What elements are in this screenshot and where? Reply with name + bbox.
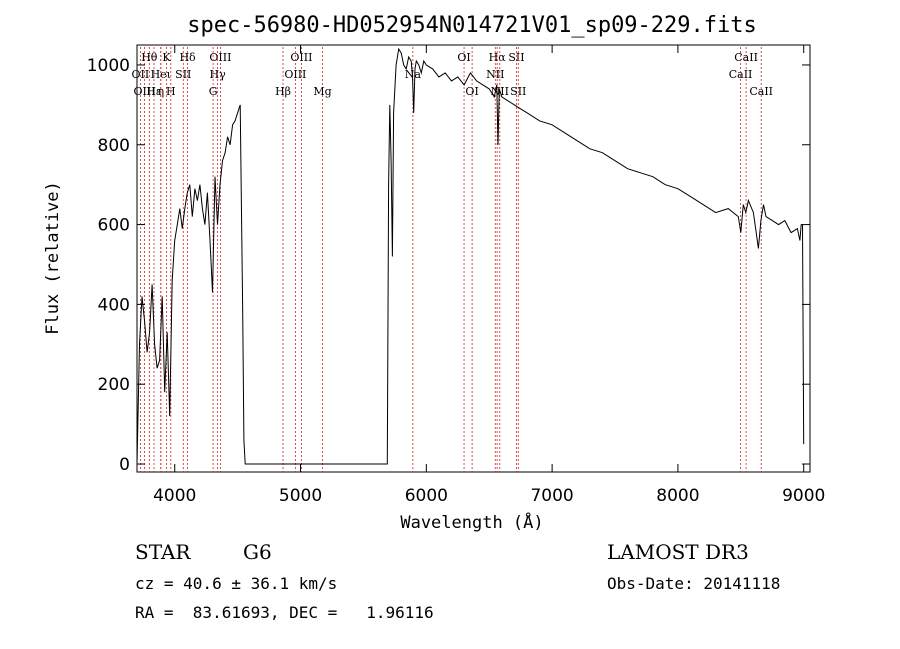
marker-label: Mg [313,85,331,98]
marker-label: OIII [290,51,312,64]
y-tick-label: 600 [98,216,130,236]
marker-label: CaII [749,85,773,98]
y-tick-label: 0 [119,455,130,475]
marker-label: η [157,85,164,98]
y-tick-label: 1000 [87,56,130,76]
y-tick-label: 400 [98,295,130,315]
x-tick-label: 7000 [530,486,573,506]
y-axis-label: Flux (relative) [43,181,63,335]
object-type: STAR [135,540,191,564]
marker-label: Hε [146,85,162,98]
chart-title: spec-56980-HD052954N014721V01_sp09-229.f… [187,13,757,38]
marker-label: SII [510,85,526,98]
x-tick-label: 4000 [153,486,196,506]
redshift-value: cz = 40.6 ± 36.1 km/s [135,574,338,593]
obs-date: Obs-Date: 20141118 [607,574,781,593]
marker-label: SII [175,68,191,81]
marker-label: NII [486,68,504,81]
subclass: G6 [243,540,272,564]
marker-label: CaII [729,68,753,81]
plot-frame [136,44,811,473]
marker-label: K [162,51,171,64]
marker-label: Hγ [210,68,227,81]
marker-label: Na [405,68,422,81]
spectrum-line [136,47,805,465]
x-tick-label: 5000 [279,486,322,506]
x-axis-label: Wavelength (Å) [400,511,543,533]
marker-label: Heι [151,68,171,81]
marker-label: OII [132,68,150,81]
marker-label: OIII [209,51,231,64]
marker-label: Hβ [275,85,291,98]
marker-label: H [166,85,176,98]
marker-label: G [209,85,218,98]
marker-label: OI [457,51,470,64]
marker-label: Hδ [179,51,196,64]
x-tick-label: 6000 [405,486,448,506]
marker-label: CaII [734,51,758,64]
marker-label: OIII [134,85,156,98]
y-tick-label: 800 [98,136,130,156]
marker-label: OIII [284,68,306,81]
x-tick-label: 8000 [656,486,699,506]
marker-label: OI [465,85,478,98]
y-tick-label: 200 [98,375,130,395]
marker-label: Hα [489,51,507,64]
coordinates: RA = 83.61693, DEC = 1.96116 [135,603,434,622]
marker-label: Hθ [141,51,158,64]
axis-ticks: 4000 5000 6000 7000 8000 9000 0 200 400 600 800 100… [87,45,825,506]
survey-name: LAMOST DR3 [607,540,749,564]
marker-label: SII [508,51,524,64]
x-tick-label: 9000 [782,486,825,506]
